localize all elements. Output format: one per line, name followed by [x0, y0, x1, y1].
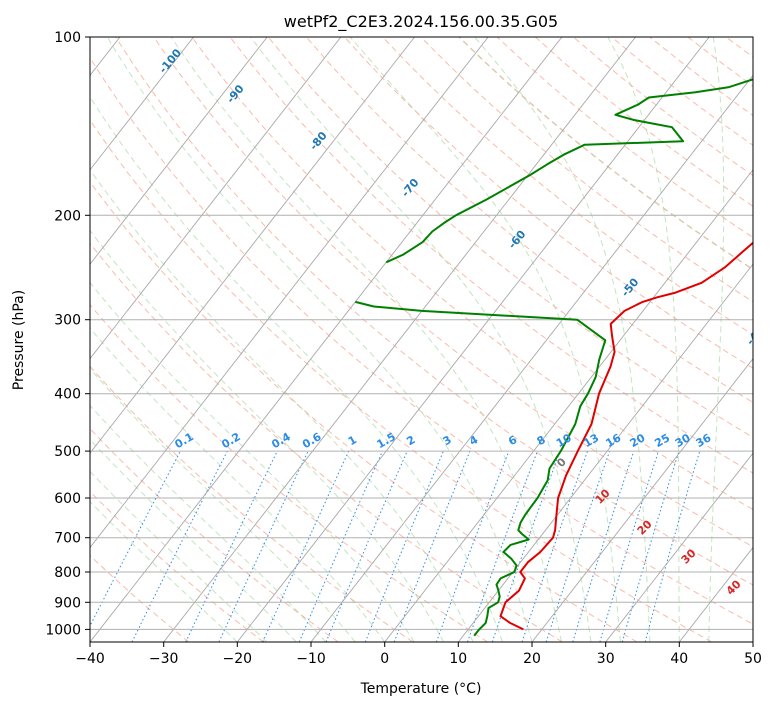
x-axis-title: Temperature (°C)	[360, 681, 482, 697]
moist-adiabat--4	[0, 37, 355, 642]
x-tick-label-9: 50	[744, 651, 762, 667]
mixing-ratio-label-12: 13	[581, 431, 601, 450]
x-tick-label-0: −40	[75, 651, 105, 667]
dry-adiabat-160	[497, 37, 775, 642]
dry-adiabat-130	[383, 37, 775, 642]
chart-title: wetPf2_C2E3.2024.156.00.35.G05	[284, 12, 558, 32]
plot-area: -100-90-80-70-60-50-40-30-20-100.10.20.4…	[0, 37, 775, 642]
mixing-ratio-label-5: 1.5	[375, 430, 398, 451]
moist-adiabat-label-0: 0	[554, 455, 569, 470]
moist-adiabat-label-4: 40	[724, 577, 744, 597]
mixing-ratio-label-8: 4	[467, 433, 480, 448]
isotherm--20	[237, 37, 709, 642]
dry-adiabat-label-3: -70	[399, 176, 422, 200]
mixing-ratio-label-7: 3	[441, 433, 454, 448]
mixing-ratio-label-17: 36	[694, 431, 714, 450]
x-tick-label-7: 30	[597, 651, 615, 667]
x-tick-label-2: −20	[223, 651, 253, 667]
isotherm-20	[532, 37, 775, 642]
x-tick-label-3: −10	[296, 651, 326, 667]
isotherm--50	[16, 37, 488, 642]
mixing-ratio-label-9: 6	[506, 433, 519, 448]
isotherm--60	[0, 37, 415, 642]
moist-adiabat-36	[475, 37, 650, 642]
mixing-ratio-line-0	[82, 451, 181, 642]
dry-adiabat-70	[154, 37, 775, 642]
moist-adiabat-0	[0, 37, 385, 642]
mixing-ratio-line-4	[263, 451, 349, 642]
mixing-ratio-line-15	[600, 451, 659, 642]
y-tick-label-4: 500	[54, 444, 81, 460]
series-line-0	[501, 37, 775, 629]
mixing-ratio-label-0: 0.1	[172, 430, 195, 451]
isotherm--90	[0, 37, 194, 642]
x-tick-label-6: 20	[523, 651, 541, 667]
mixing-ratio-label-1: 0.2	[219, 430, 242, 451]
dry-adiabat-210	[688, 37, 775, 642]
y-tick-label-7: 800	[54, 565, 81, 581]
moist-adiabat-4	[0, 37, 414, 642]
mixing-ratio-line-17	[645, 451, 700, 642]
isotherm-0	[385, 37, 775, 642]
mixing-ratio-line-9	[436, 451, 509, 642]
dry-adiabat-20	[0, 37, 562, 642]
y-axis-title: Pressure (hPa)	[11, 290, 27, 390]
dry-adiabat-170	[535, 37, 775, 642]
dry-adiabat-label-1: -90	[224, 82, 247, 106]
dry-adiabat-10	[0, 37, 488, 642]
mixing-ratio-label-15: 25	[652, 431, 672, 450]
moist-adiabat-8	[0, 37, 444, 642]
mixing-ratio-label-14: 20	[628, 431, 648, 450]
y-tick-label-9: 1000	[45, 622, 81, 638]
x-tick-label-5: 10	[449, 651, 467, 667]
moist-adiabats	[0, 37, 724, 642]
y-tick-label-2: 300	[54, 313, 81, 329]
x-tick-label-8: 40	[670, 651, 688, 667]
y-tick-label-6: 700	[54, 531, 81, 547]
dry-adiabat-label-4: -60	[506, 228, 529, 252]
y-tick-label-3: 400	[54, 387, 81, 403]
moist-adiabat-12	[11, 37, 473, 642]
moist-adiabat--20	[0, 37, 237, 642]
dry-adiabat-120	[345, 37, 775, 642]
mixing-ratio-line-16	[622, 451, 679, 642]
mixing-ratio-line-1	[132, 451, 227, 642]
dry-adiabat-label-5: -50	[619, 275, 642, 299]
moist-adiabat-16	[55, 37, 503, 642]
dry-adiabat-230	[764, 37, 775, 642]
y-tick-label-0: 100	[54, 30, 81, 46]
isotherm--10	[311, 37, 775, 642]
mixing-ratio-line-3	[219, 451, 308, 642]
isotherm-50	[753, 37, 775, 642]
line-labels: -100-90-80-70-60-50-40-30-20-100.10.20.4…	[156, 46, 775, 597]
dry-adiabats	[0, 37, 775, 642]
moist-adiabat--8	[0, 37, 326, 642]
x-tick-label-1: −30	[149, 651, 179, 667]
mixing-ratio-label-3: 0.6	[300, 430, 324, 451]
isotherm--30	[164, 37, 636, 642]
plot-frame	[90, 37, 753, 642]
dry-adiabat--20	[0, 37, 264, 642]
y-tick-label-5: 600	[54, 491, 81, 507]
x-tick-label-4: 0	[380, 651, 389, 667]
dry-adiabat-0	[0, 37, 413, 642]
y-tick-label-1: 200	[54, 208, 81, 224]
mixing-ratio-line-13	[546, 451, 609, 642]
mixing-ratio-line-7	[365, 451, 443, 642]
moist-adiabat-44	[709, 37, 724, 642]
dry-adiabat-label-6: -40	[744, 324, 767, 348]
moist-adiabat-label-2: 20	[635, 517, 655, 537]
isobars	[90, 37, 753, 629]
mixing-ratio-line-14	[573, 451, 634, 642]
y-tick-label-8: 900	[54, 595, 81, 611]
mixing-ratio-label-4: 1	[346, 433, 359, 448]
moist-adiabat-label-1: 10	[593, 486, 613, 506]
mixing-ratio-label-16: 30	[673, 431, 693, 450]
moist-adiabat-label-3: 30	[679, 546, 699, 566]
